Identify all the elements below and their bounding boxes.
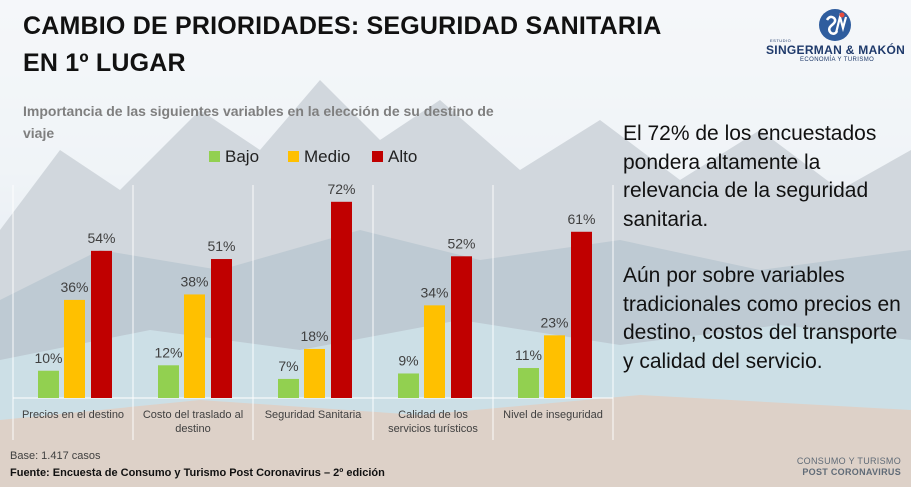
logo-mark-icon	[819, 9, 851, 41]
bar-bajo	[158, 365, 179, 398]
bar-bajo	[398, 373, 419, 398]
side-paragraph-2: Aún por sobre variables tradicionales co…	[623, 264, 901, 373]
legend-label-bajo: Bajo	[225, 147, 259, 166]
bar-bajo	[38, 370, 59, 398]
bar-bajo	[518, 368, 539, 398]
data-label-alto: 52%	[447, 235, 475, 251]
category-label: Precios en el destino	[22, 409, 124, 421]
logo-name: SINGERMAN & MAKÓN	[766, 43, 906, 57]
category-label: Calidad de los	[398, 409, 468, 421]
legend-swatch-medio	[288, 151, 299, 162]
sample-base: Base: 1.417 casos	[10, 450, 101, 462]
logo-subtitle: ECONOMÍA Y TURISMO	[800, 57, 875, 63]
bar-chart: Bajo Medio Alto 10% 36% 54% Precios en el dest…	[12, 147, 614, 440]
data-label-medio: 34%	[420, 284, 448, 300]
data-label-medio: 18%	[300, 328, 328, 344]
data-label-alto: 51%	[207, 238, 235, 254]
page-title-line-1: CAMBIO DE PRIORIDADES: SEGURIDAD SANITAR…	[23, 12, 662, 40]
bar-medio	[424, 305, 445, 398]
page-title-line-2: EN 1º LUGAR	[23, 49, 186, 77]
legend-label-medio: Medio	[304, 147, 350, 166]
chart-title-line-1: Importancia de las siguientes variables …	[23, 103, 494, 119]
legend-label-alto: Alto	[388, 147, 417, 166]
data-label-bajo: 11%	[515, 347, 542, 363]
data-label-alto: 54%	[87, 230, 115, 246]
data-label-alto: 61%	[567, 211, 595, 227]
source-note: Fuente: Encuesta de Consumo y Turismo Po…	[10, 467, 385, 479]
bar-alto	[451, 256, 472, 398]
chart-title: Importancia de las siguientes variables …	[23, 100, 583, 144]
legend-swatch-bajo	[209, 151, 220, 162]
bar-medio	[304, 348, 325, 398]
bar-alto	[331, 201, 352, 398]
footer-brand: CONSUMO Y TURISMO POST CORONAVIRUS	[797, 456, 901, 478]
data-label-medio: 36%	[60, 279, 88, 295]
page-title: CAMBIO DE PRIORIDADES: SEGURIDAD SANITAR…	[23, 8, 713, 82]
bar-alto	[211, 259, 232, 398]
category-label: Seguridad Sanitaria	[265, 409, 363, 421]
data-label-bajo: 7%	[278, 358, 298, 374]
data-label-bajo: 10%	[34, 350, 62, 366]
logo-studio-label: ESTUDIO	[770, 38, 792, 43]
data-label-alto: 72%	[327, 181, 355, 197]
side-paragraph-1: El 72% de los encuestados pondera altame…	[623, 122, 877, 231]
data-label-medio: 38%	[180, 273, 208, 289]
category-label: Costo del traslado al	[143, 409, 243, 421]
chart-title-line-2: viaje	[23, 125, 55, 141]
data-label-bajo: 12%	[154, 344, 182, 360]
side-commentary: El 72% de los encuestados pondera altame…	[623, 120, 903, 376]
category-label: destino	[175, 423, 210, 435]
bar-bajo	[278, 378, 299, 398]
category-label: Nivel de inseguridad	[503, 409, 603, 421]
singerman-makon-logo: ESTUDIO SINGERMAN & MAKÓN ECONOMÍA Y TUR…	[760, 8, 905, 64]
data-label-medio: 23%	[540, 314, 568, 330]
legend-swatch-alto	[372, 151, 383, 162]
footer-brand-line-1: CONSUMO Y TURISMO	[796, 456, 901, 466]
category-label: servicios turísticos	[388, 423, 478, 435]
bar-medio	[184, 294, 205, 398]
bar-medio	[64, 299, 85, 398]
data-label-bajo: 9%	[398, 352, 418, 368]
bar-alto	[91, 250, 112, 398]
bar-alto	[571, 231, 592, 398]
bar-medio	[544, 335, 565, 398]
footer-brand-line-2: POST CORONAVIRUS	[802, 467, 901, 477]
